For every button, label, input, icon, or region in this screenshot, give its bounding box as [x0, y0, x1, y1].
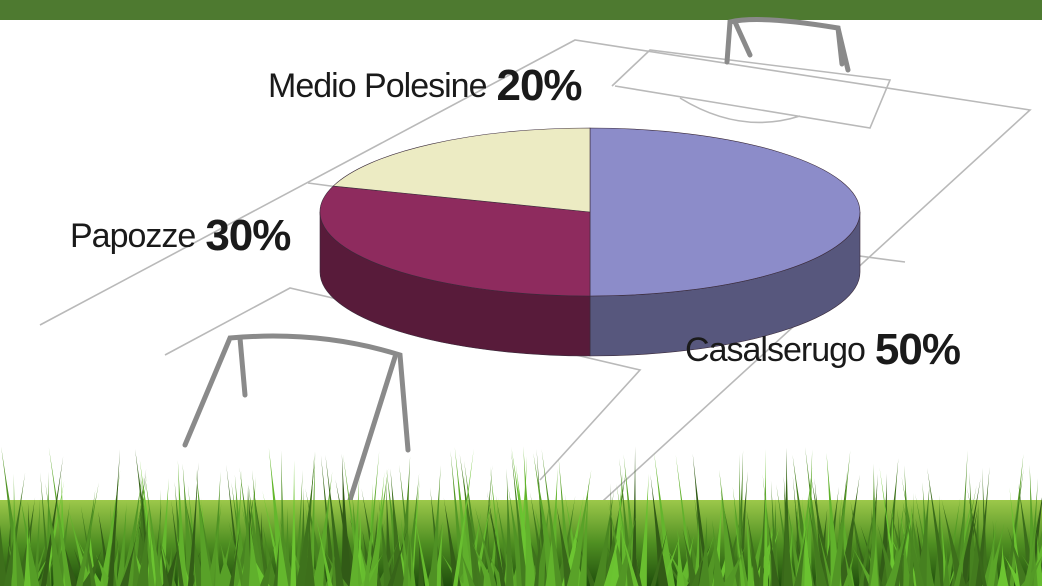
slice-label: Casalserugo 50%	[685, 325, 960, 374]
slice-label: Papozze 30%	[70, 211, 290, 260]
category-name: Papozze	[70, 217, 195, 255]
category-name: Medio Polesine	[268, 67, 487, 105]
infographic: Casalserugo 50% Papozze 30% Medio Polesine20…	[0, 0, 1042, 586]
grass	[0, 446, 1042, 586]
category-name: Casalserugo	[685, 331, 865, 369]
top-bar	[0, 0, 1042, 20]
pie-chart	[320, 128, 860, 356]
value-label: 30%	[205, 211, 290, 260]
value-label: 50%	[875, 325, 960, 374]
value-label: 20%	[496, 61, 581, 110]
